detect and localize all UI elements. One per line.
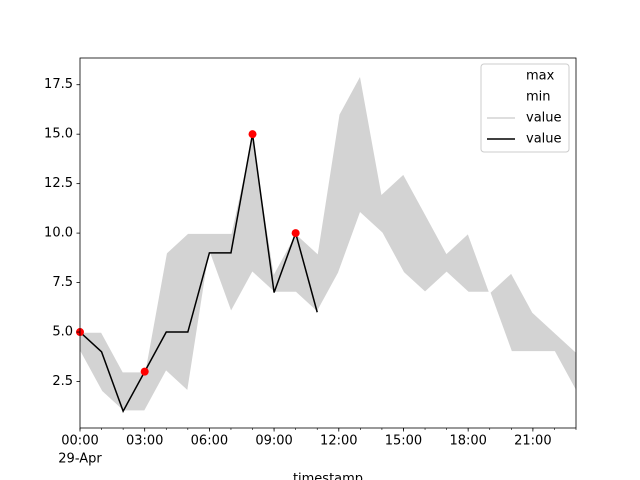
legend-box bbox=[480, 63, 570, 153]
line-max bbox=[80, 72, 577, 373]
anomaly-point bbox=[248, 130, 257, 139]
x-tick-label: 15:00 bbox=[385, 434, 422, 449]
x-tick-label: 06:00 bbox=[191, 434, 228, 449]
x-tick-label: 21:00 bbox=[514, 434, 551, 449]
x-tick-label: 18:00 bbox=[449, 434, 486, 449]
legend-label: max bbox=[526, 69, 555, 84]
band-fill bbox=[80, 74, 576, 412]
legend-label: value bbox=[526, 111, 562, 126]
x-tick-label: 03:00 bbox=[126, 434, 163, 449]
y-tick-label: 15.0 bbox=[44, 127, 73, 142]
legend-label: min bbox=[526, 90, 551, 105]
y-tick-label: 2.5 bbox=[52, 374, 73, 389]
anomaly-point bbox=[140, 367, 149, 376]
x-axis-label: timestamp bbox=[293, 472, 363, 480]
y-tick-label: 17.5 bbox=[44, 77, 73, 92]
line-min bbox=[79, 212, 577, 412]
axes-frame bbox=[79, 57, 577, 429]
y-tick-label: 7.5 bbox=[52, 275, 73, 290]
y-tick-label: 5.0 bbox=[52, 325, 73, 340]
x-tick-label: 09:00 bbox=[255, 434, 292, 449]
y-tick-label: 12.5 bbox=[44, 176, 73, 191]
line-value bbox=[79, 134, 318, 414]
anomaly-point bbox=[291, 229, 300, 238]
y-tick-label: 10.0 bbox=[44, 226, 73, 241]
legend-label: value bbox=[526, 132, 562, 147]
x-tick-label: 00:00 bbox=[61, 434, 98, 449]
x-tick-label: 12:00 bbox=[320, 434, 357, 449]
x-date-label: 29-Apr bbox=[58, 452, 102, 467]
